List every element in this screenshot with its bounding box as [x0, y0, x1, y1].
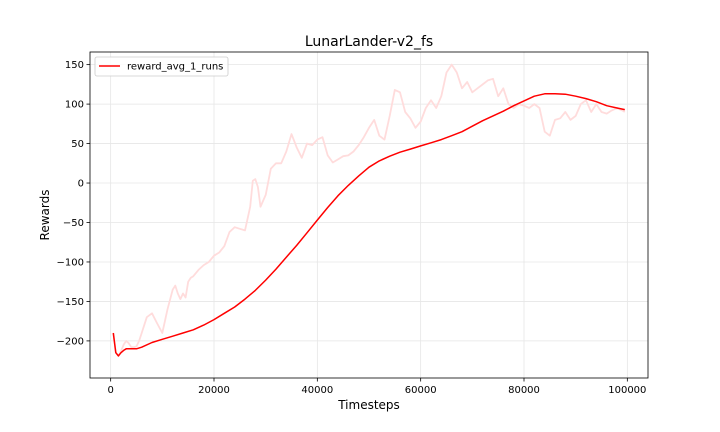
raw-reward-line: [112, 63, 626, 357]
x-axis-label: Timesteps: [337, 398, 400, 412]
legend: reward_avg_1_runs: [94, 56, 229, 77]
chart-title: LunarLander-v2_fs: [305, 34, 433, 50]
y-tick-label: −50: [63, 218, 84, 229]
x-tick-label: 40000: [301, 385, 333, 396]
legend-label: reward_avg_1_runs: [127, 62, 223, 73]
y-tick-label: 100: [65, 100, 84, 111]
y-tick-label: −150: [57, 297, 84, 308]
series-layer: [112, 63, 626, 357]
x-tick-label: 20000: [198, 385, 230, 396]
legend-box: [94, 56, 229, 77]
y-tick-label: −200: [57, 336, 84, 347]
axes: [89, 51, 649, 379]
grid: [90, 52, 648, 378]
x-tick-label: 80000: [508, 385, 540, 396]
x-tick-label: 0: [107, 385, 113, 396]
x-tick-label: 60000: [405, 385, 437, 396]
y-tick-label: 150: [65, 60, 84, 71]
y-tick-label: 50: [71, 139, 84, 150]
tick-labels: 0 20000 40000 60000 80000 100000 −200 −150 −100 −…: [57, 60, 647, 396]
y-axis-label: Rewards: [38, 190, 52, 241]
smoothed-reward-line: [112, 93, 625, 357]
x-tick-label: 100000: [608, 385, 646, 396]
plot-frame: [89, 51, 649, 379]
y-tick-label: 0: [78, 179, 84, 190]
y-tick-label: −100: [57, 257, 84, 268]
